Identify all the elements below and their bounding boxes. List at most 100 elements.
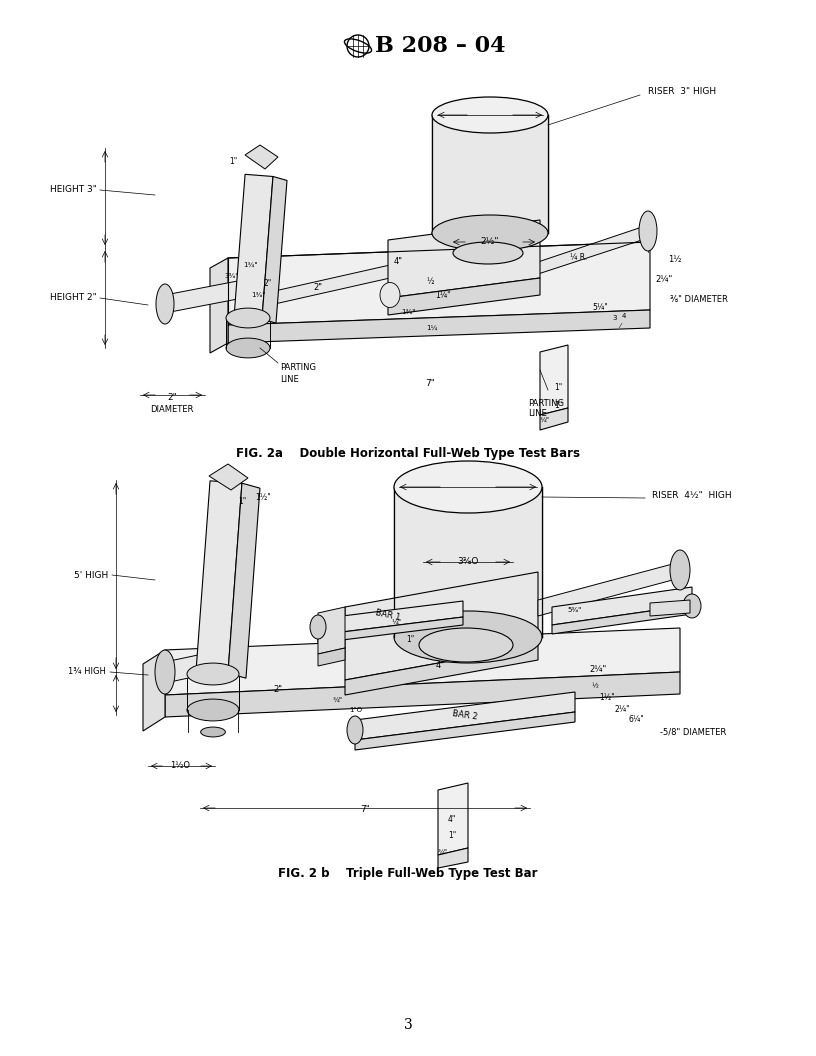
Text: FIG. 2 b    Triple Full-Web Type Test Bar: FIG. 2 b Triple Full-Web Type Test Bar — [278, 867, 538, 880]
Polygon shape — [355, 692, 575, 740]
Polygon shape — [318, 601, 463, 635]
Ellipse shape — [670, 550, 690, 590]
Text: -5/8" DIAMETER: -5/8" DIAMETER — [660, 728, 726, 736]
Text: 2½": 2½" — [481, 238, 499, 246]
Polygon shape — [552, 587, 692, 625]
Text: BAR 1: BAR 1 — [375, 608, 401, 622]
Ellipse shape — [187, 699, 239, 721]
Ellipse shape — [419, 628, 513, 662]
Text: HEIGHT 3": HEIGHT 3" — [50, 186, 97, 194]
Text: 5' HIGH: 5' HIGH — [73, 570, 108, 580]
Text: 3½O: 3½O — [457, 474, 479, 484]
Text: ⅜" DIAMETER: ⅜" DIAMETER — [670, 296, 728, 304]
Text: 2¼": 2¼" — [589, 665, 606, 675]
Polygon shape — [318, 617, 463, 643]
Text: 1¾ HIGH: 1¾ HIGH — [68, 667, 106, 677]
Ellipse shape — [394, 611, 542, 663]
Text: 1": 1" — [554, 400, 562, 410]
Polygon shape — [196, 480, 242, 673]
Polygon shape — [345, 645, 538, 695]
Text: 1¼": 1¼" — [435, 290, 450, 300]
Text: 1⅜": 1⅜" — [401, 309, 415, 315]
Text: 1⅜": 1⅜" — [251, 293, 265, 298]
Text: 1½: 1½ — [668, 256, 681, 264]
Ellipse shape — [394, 461, 542, 513]
Text: FIG. 2a    Double Horizontal Full-Web Type Test Bars: FIG. 2a Double Horizontal Full-Web Type … — [236, 447, 580, 459]
Polygon shape — [388, 278, 540, 315]
Polygon shape — [248, 265, 390, 310]
Text: 3: 3 — [613, 315, 617, 321]
Text: 1": 1" — [238, 497, 246, 507]
Text: 1": 1" — [448, 831, 456, 841]
Polygon shape — [228, 484, 260, 678]
Polygon shape — [538, 562, 680, 616]
Ellipse shape — [683, 593, 701, 618]
Text: 3: 3 — [404, 1018, 412, 1032]
Ellipse shape — [155, 650, 175, 694]
Text: ¼": ¼" — [392, 619, 402, 625]
Text: HEIGHT 2": HEIGHT 2" — [51, 294, 97, 302]
Ellipse shape — [432, 215, 548, 251]
Polygon shape — [262, 176, 287, 323]
Text: 2": 2" — [273, 685, 282, 695]
Text: 4: 4 — [622, 313, 626, 319]
Text: ½: ½ — [592, 683, 598, 689]
Polygon shape — [210, 258, 228, 353]
Text: 1"O: 1"O — [349, 708, 362, 713]
Text: 5¼": 5¼" — [592, 303, 608, 313]
Text: ¼ R.: ¼ R. — [570, 253, 588, 263]
Text: 1": 1" — [406, 636, 415, 644]
Ellipse shape — [453, 242, 523, 264]
Text: 5⅜": 5⅜" — [568, 607, 582, 612]
Polygon shape — [165, 672, 680, 717]
Text: 1¼: 1¼ — [426, 325, 437, 331]
Text: 1½": 1½" — [255, 493, 271, 503]
Text: 3⅜O: 3⅜O — [457, 558, 479, 566]
Polygon shape — [165, 279, 248, 313]
Polygon shape — [228, 310, 650, 343]
Polygon shape — [355, 712, 575, 750]
Text: BAR 2: BAR 2 — [452, 709, 478, 721]
Polygon shape — [165, 652, 212, 683]
Polygon shape — [165, 628, 680, 695]
Text: LINE: LINE — [280, 375, 299, 383]
Text: 4": 4" — [436, 660, 445, 670]
Polygon shape — [245, 145, 278, 169]
Ellipse shape — [380, 283, 400, 307]
Polygon shape — [535, 225, 648, 275]
Text: 1": 1" — [554, 383, 562, 393]
Ellipse shape — [226, 308, 270, 328]
Polygon shape — [650, 600, 690, 616]
Text: DIAMETER: DIAMETER — [150, 406, 193, 415]
Text: ¾": ¾" — [540, 417, 550, 423]
Polygon shape — [540, 345, 568, 415]
Polygon shape — [345, 572, 538, 680]
Text: 1¾": 1¾" — [242, 262, 257, 268]
Polygon shape — [388, 220, 540, 298]
Text: 2¾": 2¾" — [481, 103, 499, 113]
Polygon shape — [209, 464, 248, 490]
Text: 1": 1" — [228, 157, 237, 167]
Ellipse shape — [201, 728, 225, 737]
Polygon shape — [438, 782, 468, 855]
Polygon shape — [234, 174, 273, 319]
Text: RISER  3" HIGH: RISER 3" HIGH — [648, 88, 716, 96]
Text: ⁄: ⁄ — [619, 323, 620, 329]
Ellipse shape — [639, 211, 657, 251]
Text: 2": 2" — [313, 283, 322, 291]
Text: 3⅜": 3⅜" — [225, 274, 239, 279]
Polygon shape — [552, 605, 692, 634]
Polygon shape — [432, 115, 548, 233]
Polygon shape — [394, 487, 542, 637]
Ellipse shape — [347, 716, 363, 744]
Text: LINE: LINE — [528, 409, 547, 417]
Ellipse shape — [310, 615, 326, 639]
Text: RISER  4½"  HIGH: RISER 4½" HIGH — [652, 491, 732, 501]
Polygon shape — [228, 242, 650, 325]
Text: ½: ½ — [426, 278, 434, 286]
Text: 6¼": 6¼" — [628, 716, 644, 724]
Text: ¾": ¾" — [438, 849, 448, 855]
Ellipse shape — [226, 338, 270, 358]
Polygon shape — [540, 408, 568, 430]
Text: 1": 1" — [251, 153, 259, 163]
